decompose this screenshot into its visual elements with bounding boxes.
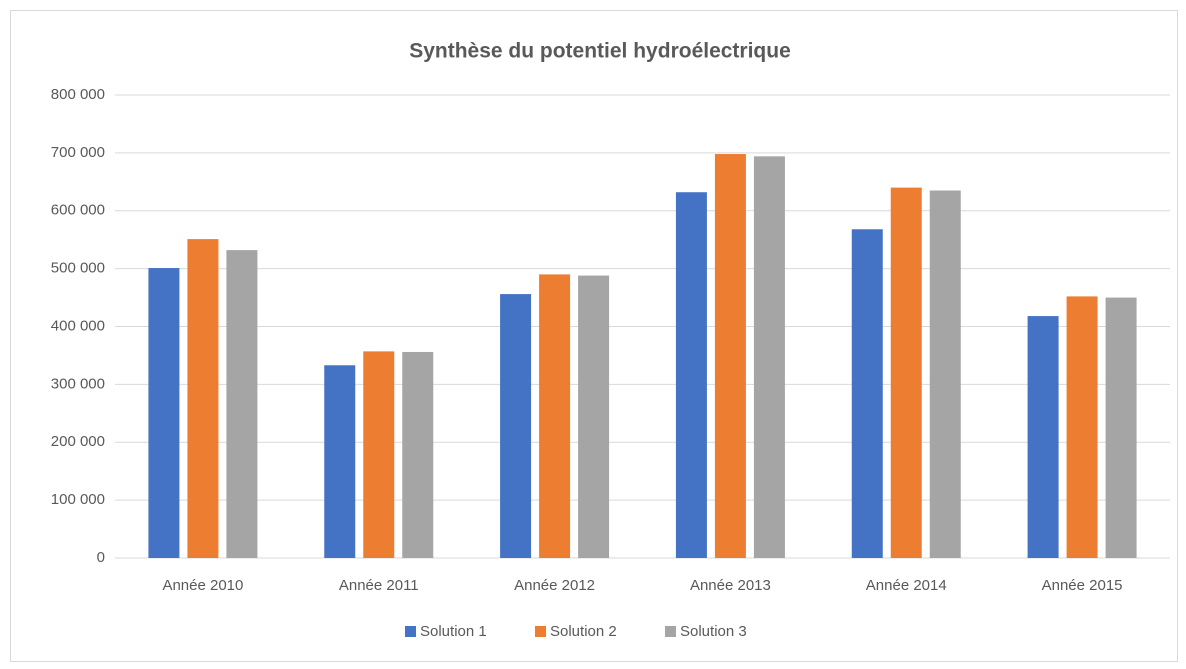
bar — [714, 154, 746, 558]
bar — [929, 190, 961, 558]
bar — [1066, 296, 1098, 558]
bar — [187, 239, 219, 558]
bar — [1105, 297, 1137, 558]
chart-title: Synthèse du potentiel hydroélectrique — [409, 40, 791, 63]
x-tick-label: Année 2015 — [1042, 577, 1123, 594]
y-tick-label: 0 — [97, 549, 105, 566]
y-tick-label: 500 000 — [51, 260, 105, 277]
x-tick-label: Année 2013 — [690, 577, 771, 594]
bar — [324, 365, 356, 558]
y-tick-label: 600 000 — [51, 202, 105, 219]
bar — [363, 351, 395, 558]
legend-label: Solution 3 — [680, 623, 747, 640]
y-tick-label: 100 000 — [51, 491, 105, 508]
bar — [890, 187, 922, 558]
legend-swatch — [665, 626, 676, 637]
y-tick-label: 400 000 — [51, 317, 105, 334]
x-tick-label: Année 2010 — [162, 577, 243, 594]
y-tick-label: 300 000 — [51, 375, 105, 392]
y-tick-label: 700 000 — [51, 144, 105, 161]
legend-label: Solution 2 — [550, 623, 617, 640]
legend-swatch — [405, 626, 416, 637]
legend-label: Solution 1 — [420, 623, 487, 640]
x-tick-label: Année 2012 — [514, 577, 595, 594]
bar — [226, 250, 258, 559]
bar — [753, 156, 785, 558]
bar — [1027, 316, 1059, 558]
bar — [402, 351, 434, 558]
bar — [539, 274, 571, 558]
bar — [578, 275, 610, 558]
bar — [148, 268, 180, 558]
y-tick-label: 200 000 — [51, 433, 105, 450]
legend-swatch — [535, 626, 546, 637]
x-tick-label: Année 2014 — [866, 577, 947, 594]
y-tick-label: 800 000 — [51, 86, 105, 103]
x-tick-label: Année 2011 — [339, 577, 419, 594]
bar — [675, 192, 707, 559]
bar — [500, 294, 532, 558]
bar — [851, 229, 883, 558]
